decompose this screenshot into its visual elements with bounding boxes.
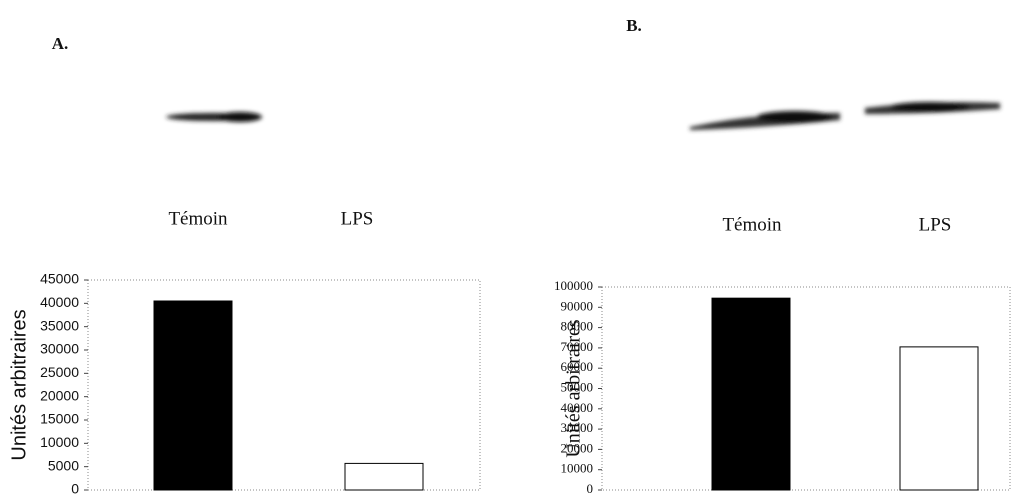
- y-axis-label: Unités arbitraires: [8, 309, 30, 460]
- bar: [344, 462, 424, 491]
- y-tick-label: 0: [587, 481, 594, 496]
- plot-frame: [601, 286, 1011, 491]
- y-tick-label: 40000: [561, 400, 594, 415]
- category-label: Témoin: [722, 214, 782, 235]
- bar: [899, 346, 979, 491]
- y-tick-label: 10000: [40, 434, 79, 450]
- plot-frame: [87, 279, 481, 491]
- y-tick-label: 40000: [40, 294, 79, 310]
- y-tick-label: 20000: [561, 440, 594, 455]
- panel-a: A. Unités arbitraires 0 5000 10000 15000 20000…: [8, 34, 481, 497]
- panel-b: B. Unités arbitraires 0 10000 20000 30000 4000…: [554, 16, 1011, 496]
- y-tick-label: 80000: [561, 319, 594, 334]
- y-tick-label: 0: [71, 481, 79, 497]
- category-label: Témoin: [168, 208, 228, 229]
- y-tick-label: 50000: [561, 379, 594, 394]
- category-label: LPS: [919, 214, 952, 235]
- category-label: LPS: [341, 208, 374, 229]
- y-tick-label: 5000: [48, 457, 79, 473]
- y-tick-label: 30000: [40, 341, 79, 357]
- y-tick-label: 10000: [561, 461, 594, 476]
- y-tick-label: 30000: [561, 420, 594, 435]
- panel-label: A.: [52, 34, 69, 53]
- y-tick-label: 70000: [561, 339, 594, 354]
- y-tick-label: 45000: [40, 271, 79, 287]
- bar: [153, 300, 233, 491]
- y-tick-label: 20000: [40, 387, 79, 403]
- y-tick-label: 60000: [561, 359, 594, 374]
- blot-a: [166, 112, 262, 122]
- bar: [711, 297, 791, 491]
- y-axis-label: Unités arbitraires: [563, 319, 585, 457]
- y-tick-label: 15000: [40, 411, 79, 427]
- y-tick-label: 100000: [554, 278, 593, 293]
- y-tick-label: 90000: [561, 298, 594, 313]
- panel-label: B.: [626, 16, 642, 35]
- blot-b: [690, 102, 1000, 130]
- y-tick-label: 25000: [40, 364, 79, 380]
- y-tick-label: 35000: [40, 317, 79, 333]
